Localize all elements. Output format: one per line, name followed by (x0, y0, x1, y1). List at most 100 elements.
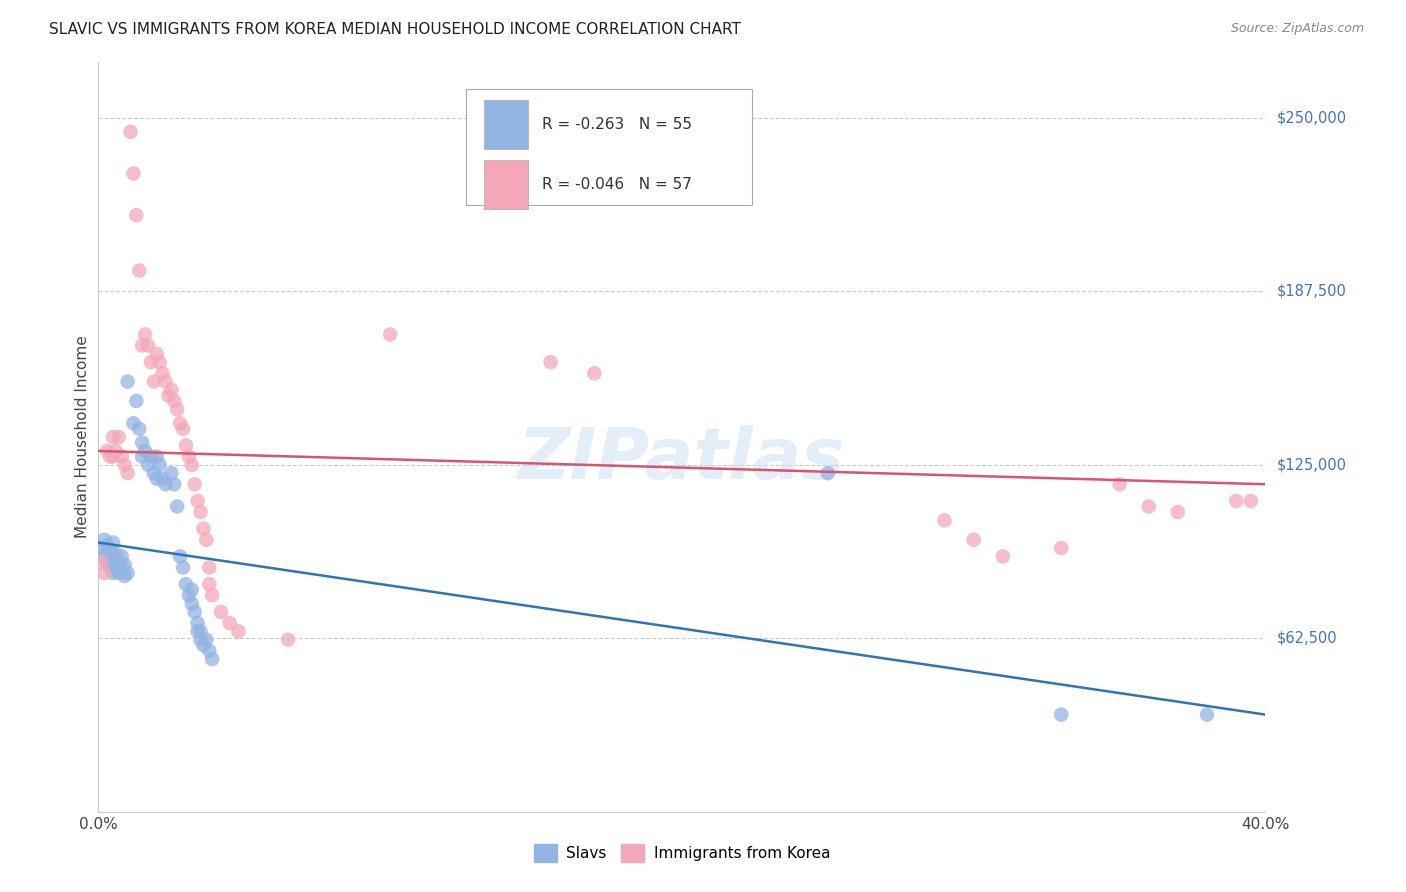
Point (120, 125, 142, 139)
Point (114, 569, 136, 583)
Point (193, 638, 215, 652)
Point (111, 549, 134, 564)
Point (117, 375, 139, 389)
Point (93, 566, 115, 580)
Text: R = -0.263   N = 55: R = -0.263 N = 55 (541, 117, 692, 132)
Point (96, 555, 118, 569)
Text: SLAVIC VS IMMIGRANTS FROM KOREA MEDIAN HOUSEHOLD INCOME CORRELATION CHART: SLAVIC VS IMMIGRANTS FROM KOREA MEDIAN H… (49, 22, 741, 37)
Text: ZIPatlas: ZIPatlas (519, 425, 845, 494)
Point (198, 560, 221, 574)
Point (108, 566, 131, 580)
Point (146, 472, 169, 486)
Point (198, 644, 221, 658)
Point (187, 494, 209, 508)
Point (380, 327, 402, 342)
Point (991, 549, 1014, 564)
Point (146, 450, 169, 464)
Point (149, 458, 172, 472)
Point (180, 597, 202, 611)
Point (174, 438, 197, 452)
Point (122, 416, 145, 430)
Point (152, 472, 174, 486)
Point (583, 366, 606, 380)
Point (174, 577, 197, 591)
Point (172, 560, 194, 574)
Point (198, 577, 221, 591)
Point (1240, 494, 1263, 508)
Point (177, 588, 200, 602)
Point (934, 513, 956, 527)
Point (108, 430, 131, 444)
Legend: Slavs, Immigrants from Korea: Slavs, Immigrants from Korea (527, 838, 837, 868)
Point (134, 327, 156, 342)
Point (183, 477, 205, 491)
Point (157, 388, 180, 402)
Text: $125,000: $125,000 (1277, 458, 1347, 473)
Point (218, 615, 240, 630)
Point (201, 652, 224, 666)
Point (98, 450, 121, 464)
Point (136, 338, 159, 352)
Point (114, 458, 136, 472)
Point (149, 355, 172, 369)
Point (540, 355, 562, 369)
FancyBboxPatch shape (465, 88, 752, 205)
Point (1108, 477, 1130, 491)
Point (190, 632, 212, 647)
Point (122, 166, 145, 180)
Point (146, 347, 169, 361)
Point (128, 422, 150, 436)
Point (90, 555, 112, 569)
Point (201, 588, 224, 602)
Point (101, 450, 124, 464)
Point (195, 533, 218, 547)
Point (101, 430, 124, 444)
Point (166, 500, 188, 514)
Point (169, 416, 191, 430)
FancyBboxPatch shape (484, 100, 527, 149)
Point (1225, 494, 1247, 508)
Point (1050, 541, 1073, 555)
Point (104, 547, 127, 561)
Point (90, 541, 112, 555)
Y-axis label: Median Household Income: Median Household Income (75, 335, 90, 539)
Point (183, 605, 205, 619)
Point (190, 624, 212, 639)
Point (96, 444, 118, 458)
Point (1050, 707, 1073, 722)
Point (111, 560, 134, 574)
Point (104, 560, 127, 574)
Point (108, 555, 131, 569)
Point (125, 394, 148, 409)
Point (180, 582, 202, 597)
Point (187, 615, 209, 630)
Point (1137, 500, 1160, 514)
Point (139, 450, 162, 464)
Point (134, 444, 156, 458)
Point (187, 624, 209, 639)
Text: $250,000: $250,000 (1277, 111, 1347, 126)
Point (142, 466, 165, 480)
Point (277, 632, 299, 647)
Point (111, 450, 134, 464)
Point (177, 450, 200, 464)
Point (180, 458, 202, 472)
Text: $187,500: $187,500 (1277, 284, 1347, 299)
Point (166, 402, 188, 417)
Point (117, 566, 139, 580)
Point (160, 383, 183, 397)
Point (139, 355, 162, 369)
Text: R = -0.046   N = 57: R = -0.046 N = 57 (541, 177, 692, 192)
Point (104, 444, 127, 458)
Point (101, 535, 124, 549)
Point (93, 549, 115, 564)
Point (131, 338, 153, 352)
Point (190, 505, 212, 519)
Point (152, 366, 174, 380)
Point (101, 566, 124, 580)
Point (136, 458, 159, 472)
Point (117, 466, 139, 480)
Point (195, 632, 218, 647)
Text: Source: ZipAtlas.com: Source: ZipAtlas.com (1230, 22, 1364, 36)
Point (155, 375, 177, 389)
